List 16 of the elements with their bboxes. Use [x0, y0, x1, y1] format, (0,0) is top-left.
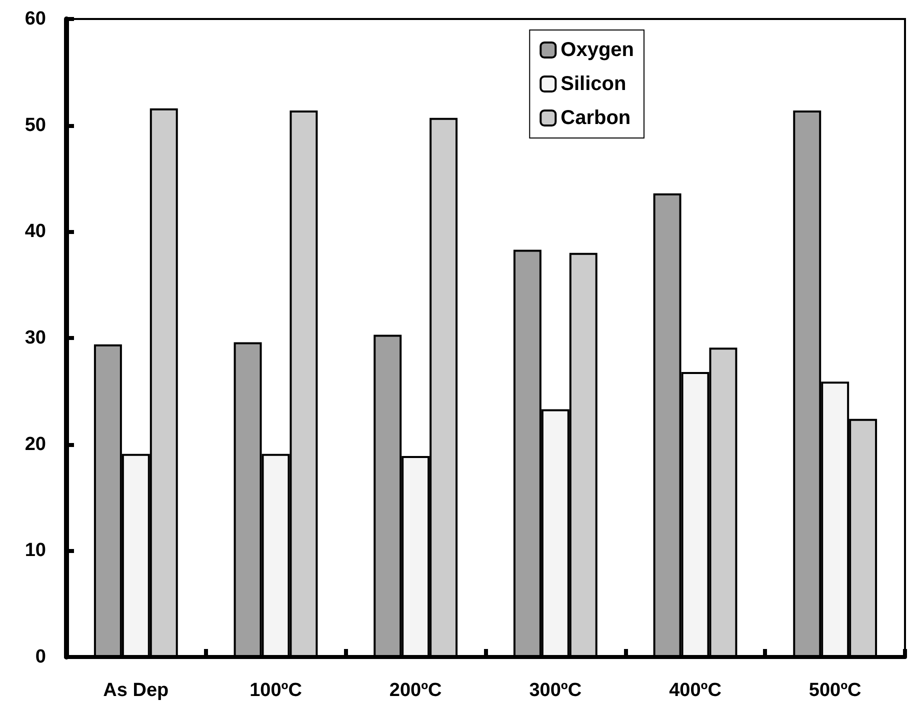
- legend-label: Carbon: [560, 107, 631, 129]
- x-tick-label: As Dep: [103, 680, 169, 701]
- y-tick-label: 10: [24, 540, 46, 562]
- x-tick-label: 500ºC: [808, 680, 862, 701]
- legend-label: Silicon: [560, 73, 626, 95]
- y-tick-label: 50: [24, 114, 46, 136]
- legend-label: Oxygen: [560, 39, 634, 61]
- x-tick-label: 100ºC: [250, 680, 302, 701]
- y-tick-label: 40: [24, 221, 46, 242]
- x-tick-label: 400ºC: [669, 680, 722, 701]
- y-tick-label: 60: [24, 8, 46, 30]
- y-tick-label: 20: [24, 434, 46, 455]
- x-tick-label: 200ºC: [389, 680, 442, 701]
- x-tick-label: 300ºC: [529, 680, 582, 701]
- y-tick-label: 30: [24, 328, 46, 348]
- y-tick-label: 0: [35, 646, 46, 668]
